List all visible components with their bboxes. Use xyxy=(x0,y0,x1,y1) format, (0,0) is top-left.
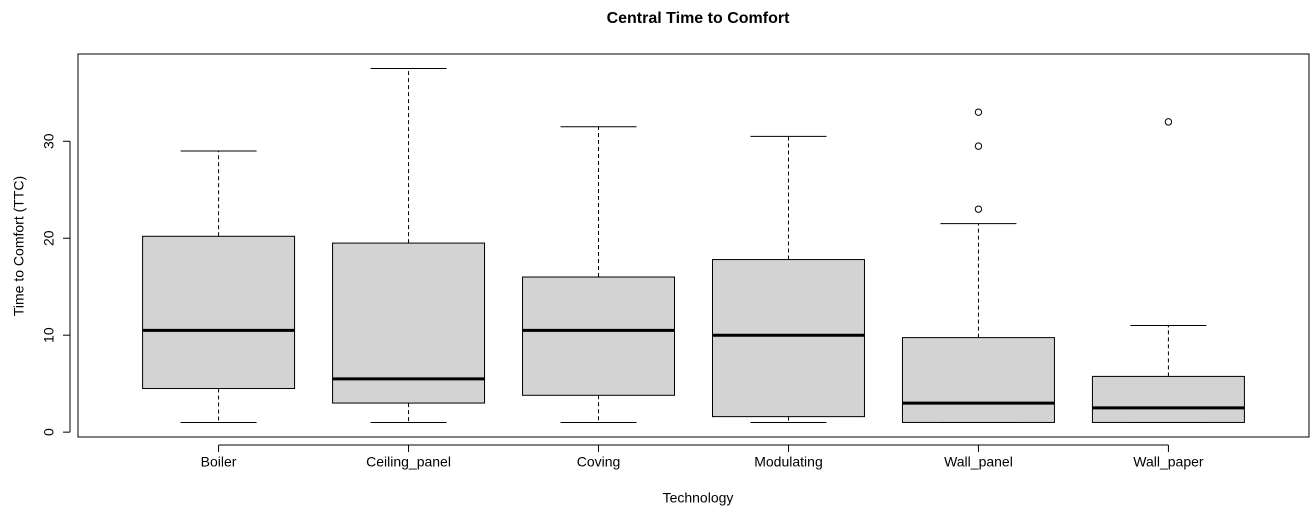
box xyxy=(901,337,1055,423)
x-tick-label: Ceiling_panel xyxy=(366,454,451,470)
box xyxy=(1091,375,1245,423)
y-tick-label: 10 xyxy=(41,327,57,343)
y-tick-label: 20 xyxy=(41,230,57,246)
box xyxy=(142,235,296,390)
y-tick-label: 0 xyxy=(41,428,57,436)
outlier xyxy=(974,142,983,150)
x-tick-label: Wall_paper xyxy=(1133,454,1204,470)
box xyxy=(332,242,486,404)
y-tick-label: 30 xyxy=(41,133,57,149)
y-axis-label: Time to Comfort (TTC) xyxy=(11,176,27,316)
outlier xyxy=(974,205,983,213)
box xyxy=(522,276,676,396)
chart-title: Central Time to Comfort xyxy=(607,10,791,27)
box xyxy=(711,259,865,418)
x-tick-label: Wall_panel xyxy=(944,454,1013,470)
outlier xyxy=(974,108,983,116)
x-tick-label: Coving xyxy=(577,454,621,470)
x-tick-label: Boiler xyxy=(201,454,237,470)
plot-frame xyxy=(77,53,1310,438)
outlier xyxy=(1164,118,1173,126)
x-axis-label: Technology xyxy=(663,490,734,506)
x-tick-label: Modulating xyxy=(754,454,823,470)
